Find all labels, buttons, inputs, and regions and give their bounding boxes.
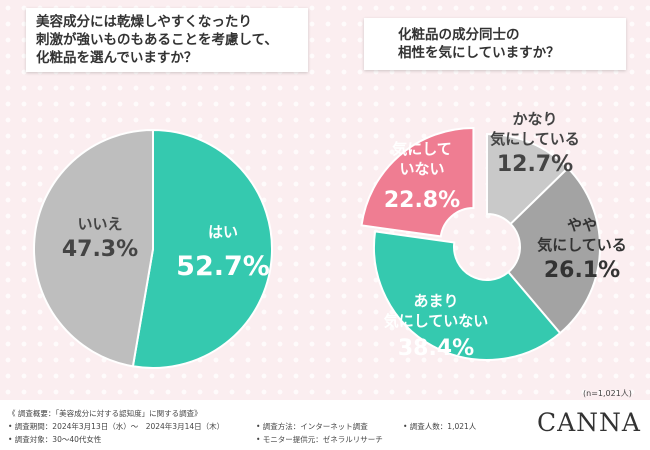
question-2-line: 化粧品の成分同士の xyxy=(398,27,520,43)
slice-label: 気にしていない xyxy=(384,312,489,330)
slice-label: やや xyxy=(567,216,597,234)
survey-period: • 調査期間：2024年3月13日（水）～ 2024年3月14日（木） xyxy=(8,422,225,431)
pie-charts: はい52.7%いいえ47.3%かなり気にしている12.7%やや気にしている26.… xyxy=(33,110,627,369)
pie-slice xyxy=(373,230,562,361)
canna-logo: CANNA xyxy=(537,408,641,437)
question-box-1: 美容成分には乾燥しやすくなったり 刺激が強いものもあることを考慮して、 化粧品を… xyxy=(26,8,308,72)
survey-footer: 《 調査概要：「美容成分に対する認知度」に関する調査》 • 調査期間：2024年… xyxy=(0,400,650,450)
survey-overview: 《 調査概要：「美容成分に対する認知度」に関する調査》 xyxy=(8,409,202,418)
sample-size: (n=1,021人) xyxy=(583,389,632,398)
survey-provider: • モニター提供元：ゼネラルリサーチ xyxy=(256,435,383,444)
question-box-2: 化粧品の成分同士の 相性を気にしていますか？ xyxy=(364,18,626,70)
pie-chart-2: かなり気にしている12.7%やや気にしている26.1%あまり気にしていない38.… xyxy=(360,110,627,361)
slice-label: 気にしている xyxy=(537,236,627,254)
slice-label: はい xyxy=(208,223,238,241)
pie-slice xyxy=(131,128,273,369)
slice-value: 47.3% xyxy=(62,237,138,262)
slice-label: かなり xyxy=(512,110,557,128)
question-1-line: 化粧品を選んでいますか？ xyxy=(36,50,198,66)
slice-label: いいえ xyxy=(77,215,122,233)
slice-value: 52.7% xyxy=(176,251,270,282)
slice-value: 22.8% xyxy=(384,188,460,213)
survey-target: • 調査対象：30～40代女性 xyxy=(8,435,102,444)
pie-slice xyxy=(486,132,570,226)
slice-label: あまり xyxy=(413,292,458,310)
pie-slice xyxy=(506,166,601,335)
question-2-line: 相性を気にしていますか？ xyxy=(398,45,560,61)
slice-value: 26.1% xyxy=(544,258,620,283)
survey-respondents: • 調査人数：1,021人 xyxy=(403,422,477,431)
pie-chart-1: はい 52.7% いいえ 47.3% xyxy=(33,128,273,369)
slice-value: 38.4% xyxy=(398,336,474,361)
question-1-line: 美容成分には乾燥しやすくなったり xyxy=(36,14,252,30)
pie-slice xyxy=(360,126,475,238)
slice-value: 12.7% xyxy=(497,152,573,177)
question-1-line: 刺激が強いものもあることを考慮して、 xyxy=(36,32,278,48)
slice-label: 気にして xyxy=(392,140,452,158)
slice-label: いない xyxy=(399,160,444,178)
pie-slice xyxy=(33,128,154,368)
slice-label: 気にしている xyxy=(490,130,580,148)
survey-method: • 調査方法：インターネット調査 xyxy=(256,422,368,431)
